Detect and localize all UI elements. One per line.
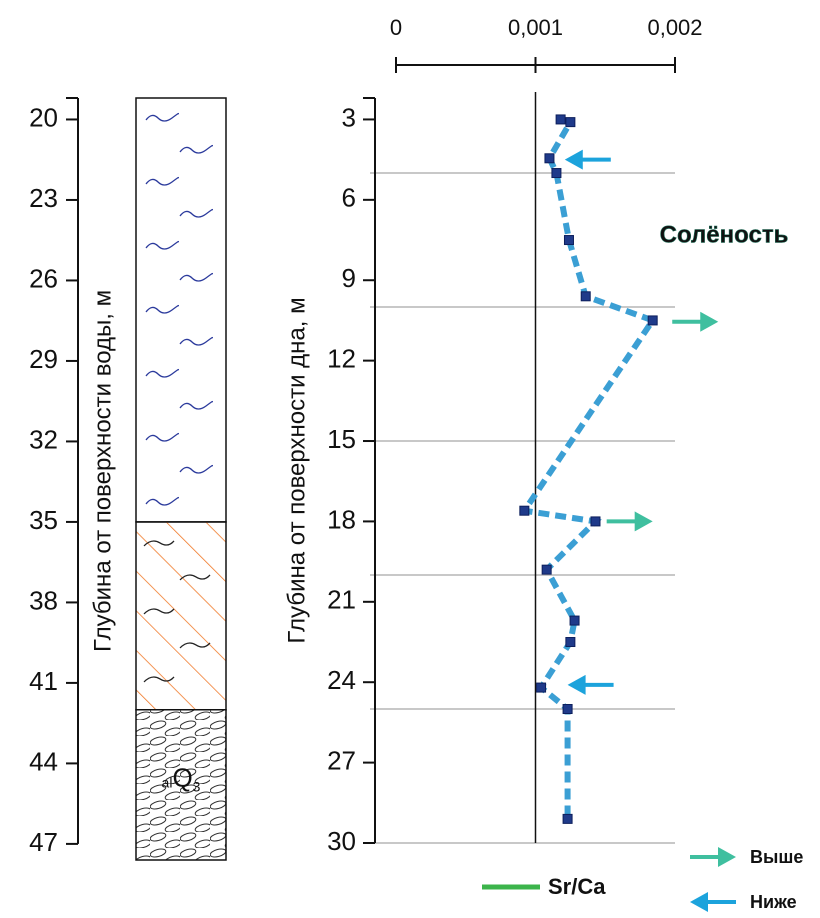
y-tick-label: 44 bbox=[29, 746, 58, 776]
y-tick-label: 20 bbox=[29, 102, 58, 132]
y-tick-label: 38 bbox=[29, 585, 58, 615]
data-point bbox=[551, 168, 562, 179]
y-tick-label: 30 bbox=[327, 826, 356, 856]
annotation: Солёность bbox=[660, 221, 789, 248]
salinity-arrow bbox=[567, 674, 614, 695]
layer-hatch bbox=[135, 521, 227, 711]
y-tick-label: 9 bbox=[342, 263, 356, 293]
legend-arrow-label: Ниже bbox=[750, 892, 797, 912]
x-tick-label: 0,001 bbox=[508, 15, 563, 40]
wave bbox=[179, 336, 214, 346]
layer-label-index: 3 bbox=[193, 778, 201, 794]
layer-label: alQ3 bbox=[162, 763, 201, 795]
wave bbox=[179, 464, 214, 474]
salinity-arrow bbox=[606, 511, 653, 532]
legend-arrow bbox=[690, 847, 736, 867]
wave bbox=[179, 400, 214, 410]
arrow-head bbox=[700, 311, 719, 332]
data-point bbox=[541, 564, 552, 575]
y-tick-label: 24 bbox=[327, 665, 356, 695]
arrow-head bbox=[718, 847, 736, 867]
salinity-arrow bbox=[564, 149, 611, 170]
data-point bbox=[562, 813, 573, 824]
data-point bbox=[536, 682, 547, 693]
wave bbox=[145, 496, 180, 506]
wave bbox=[145, 304, 180, 314]
data-point bbox=[569, 615, 580, 626]
data-point bbox=[565, 637, 576, 648]
layer-gravel: alQ3 bbox=[135, 708, 227, 861]
data-point bbox=[519, 505, 530, 516]
arrow-head bbox=[634, 511, 653, 532]
data-point bbox=[562, 704, 573, 715]
y-tick-label: 32 bbox=[29, 424, 58, 454]
legend-arrow-label: Выше bbox=[750, 847, 803, 867]
wave bbox=[179, 272, 214, 282]
y-axis-label: Глубина от поверхности воды, м bbox=[89, 290, 116, 652]
arrow-head bbox=[564, 149, 583, 170]
y-tick-label: 15 bbox=[327, 424, 356, 454]
wave bbox=[179, 208, 214, 218]
y-tick-label: 35 bbox=[29, 505, 58, 535]
data-point bbox=[563, 235, 574, 246]
y-tick-label: 3 bbox=[342, 102, 356, 132]
data-point bbox=[565, 117, 576, 128]
layer-box bbox=[135, 708, 227, 861]
data-point bbox=[590, 516, 601, 527]
wave bbox=[145, 176, 180, 186]
y-axis-label: Глубина от поверхности дна, м bbox=[283, 297, 310, 643]
data-point bbox=[580, 291, 591, 302]
y-tick-label: 29 bbox=[29, 344, 58, 374]
wave bbox=[145, 368, 180, 378]
layer-label-symbol: Q bbox=[172, 763, 192, 793]
salinity-arrow bbox=[672, 311, 719, 332]
layer-label-prefix: al bbox=[162, 774, 173, 790]
data-point bbox=[647, 315, 658, 326]
y-tick-label: 47 bbox=[29, 827, 58, 857]
legend-label: Sr/Ca bbox=[548, 874, 606, 899]
layer-box bbox=[135, 97, 227, 523]
y-tick-label: 27 bbox=[327, 745, 356, 775]
y-tick-label: 23 bbox=[29, 183, 58, 213]
y-tick-label: 6 bbox=[342, 183, 356, 213]
legend-arrow bbox=[690, 892, 736, 912]
wave bbox=[145, 432, 180, 442]
arrow-head bbox=[690, 892, 708, 912]
data-line bbox=[519, 116, 658, 819]
wave bbox=[179, 144, 214, 154]
y-tick-label: 18 bbox=[327, 504, 356, 534]
y-tick-label: 21 bbox=[327, 585, 356, 615]
wave bbox=[145, 240, 180, 250]
squiggle bbox=[179, 642, 211, 649]
layer-water bbox=[135, 97, 227, 523]
squiggle bbox=[179, 574, 211, 581]
y-tick-label: 41 bbox=[29, 666, 58, 696]
layer-box bbox=[135, 521, 227, 711]
arrow-head bbox=[567, 674, 586, 695]
squiggle bbox=[143, 540, 175, 547]
wave bbox=[145, 112, 180, 122]
data-point bbox=[544, 153, 555, 164]
data-point bbox=[555, 114, 566, 125]
x-tick-label: 0,002 bbox=[647, 15, 702, 40]
squiggle bbox=[143, 608, 175, 615]
squiggle bbox=[143, 676, 175, 683]
y-tick-label: 12 bbox=[327, 344, 356, 374]
x-tick-label: 0 bbox=[390, 15, 402, 40]
y-tick-label: 26 bbox=[29, 263, 58, 293]
